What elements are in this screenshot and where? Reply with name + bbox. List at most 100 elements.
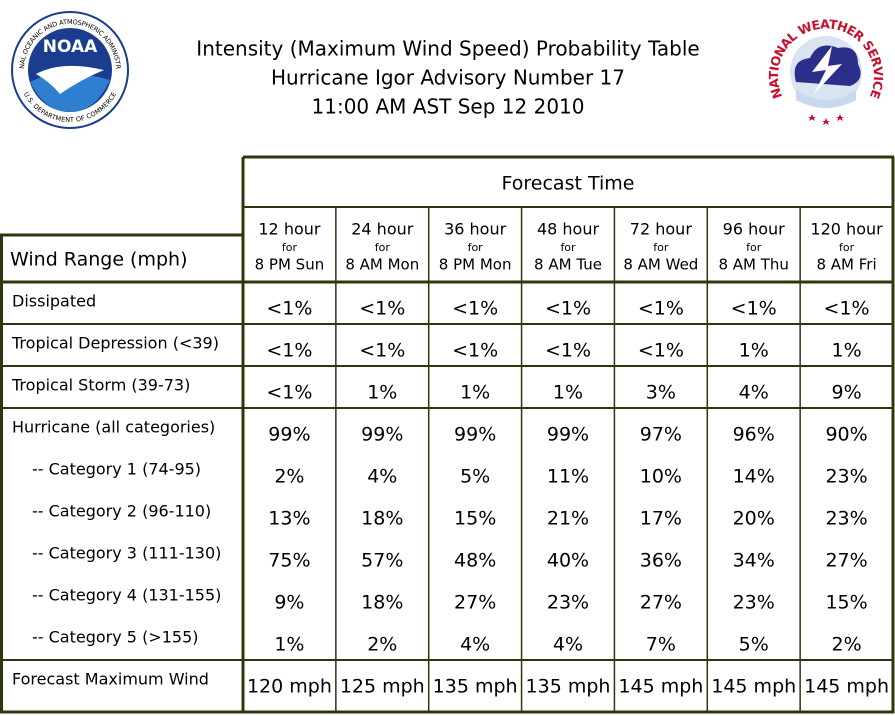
column-hour: 72 hour [630, 220, 693, 239]
cell-value: 145 mph [804, 676, 889, 698]
cell-value: 57% [361, 550, 403, 572]
cell-value: 2% [831, 634, 861, 656]
cell-value: 40% [547, 550, 589, 572]
cell-value: 20% [733, 508, 775, 530]
cell-value: <1% [824, 298, 870, 320]
cell-value: 99% [268, 424, 310, 446]
cell-value: 120 mph [247, 676, 332, 698]
cell-value: <1% [638, 298, 684, 320]
table: Forecast Time Wind Range (mph) 12 hour for 8… [10, 173, 889, 698]
cell-value: 5% [460, 466, 490, 488]
cell-value: 1% [739, 340, 769, 362]
cell-value: 4% [367, 466, 397, 488]
cell-value: <1% [266, 340, 312, 362]
column-for: for [282, 241, 298, 254]
cell-value: 4% [739, 382, 769, 404]
noaa-logo: NOAA NATIONAL OCEANIC AND ATMOSPHERIC AD… [0, 0, 129, 129]
cell-value: 7% [646, 634, 676, 656]
column-time: 8 PM Mon [439, 256, 512, 274]
cell-value: <1% [545, 340, 591, 362]
column-for: for [560, 241, 576, 254]
cell-value: 48% [454, 550, 496, 572]
cell-value: 1% [831, 340, 861, 362]
title-line: Hurricane Igor Advisory Number 17 [271, 66, 625, 90]
cell-value: 1% [553, 382, 583, 404]
cell-value: <1% [452, 298, 498, 320]
column-for: for [746, 241, 762, 254]
cell-value: 18% [361, 592, 403, 614]
cell-value: 3% [646, 382, 676, 404]
cell-value: <1% [638, 340, 684, 362]
row-header: Wind Range (mph) [10, 249, 188, 271]
cell-value: <1% [359, 340, 405, 362]
cell-value: 90% [825, 424, 867, 446]
cell-value: 135 mph [526, 676, 611, 698]
cell-value: <1% [266, 382, 312, 404]
column-for: for [468, 241, 484, 254]
column-time: 8 AM Thu [718, 256, 788, 274]
cell-value: 1% [460, 382, 490, 404]
cell-value: <1% [731, 298, 777, 320]
cell-value: 145 mph [618, 676, 703, 698]
cell-value: 145 mph [711, 676, 796, 698]
cell-value: 36% [640, 550, 682, 572]
column-time: 8 AM Mon [345, 256, 419, 274]
cell-value: 34% [733, 550, 775, 572]
cell-value: <1% [266, 298, 312, 320]
row-label: -- Category 3 (111-130) [32, 544, 221, 563]
cell-value: 99% [454, 424, 496, 446]
cell-value: 9% [274, 592, 304, 614]
column-for: for [375, 241, 391, 254]
cell-value: 23% [825, 466, 867, 488]
nws-logo: NATIONAL WEATHER SERVICE [765, 12, 887, 128]
cell-value: 11% [547, 466, 589, 488]
cell-value: 23% [825, 508, 867, 530]
row-label: Dissipated [12, 292, 96, 311]
column-for: for [653, 241, 669, 254]
column-time: 8 AM Wed [623, 256, 698, 274]
cell-value: <1% [452, 340, 498, 362]
row-label: Forecast Maximum Wind [12, 670, 209, 689]
cell-value: <1% [545, 298, 591, 320]
column-hour: 48 hour [537, 220, 600, 239]
forecast-time-header: Forecast Time [502, 173, 635, 195]
cell-value: 96% [733, 424, 775, 446]
row-label: -- Category 1 (74-95) [32, 460, 201, 479]
cell-value: 23% [547, 592, 589, 614]
title-line: 11:00 AM AST Sep 12 2010 [312, 95, 585, 119]
cell-value: <1% [359, 298, 405, 320]
row-label: Tropical Depression (<39) [11, 334, 219, 353]
row-label: -- Category 4 (131-155) [32, 586, 221, 605]
row-label: Hurricane (all categories) [12, 418, 215, 437]
cell-value: 1% [274, 634, 304, 656]
title: Intensity (Maximum Wind Speed) Probabili… [196, 37, 699, 119]
column-time: 8 AM Tue [534, 256, 602, 274]
title-line: Intensity (Maximum Wind Speed) Probabili… [196, 37, 699, 61]
cell-value: 4% [553, 634, 583, 656]
column-hour: 96 hour [723, 220, 786, 239]
cell-value: 75% [268, 550, 310, 572]
cell-value: 5% [739, 634, 769, 656]
cell-value: 9% [831, 382, 861, 404]
cell-value: 18% [361, 508, 403, 530]
cell-value: 99% [547, 424, 589, 446]
cell-value: 27% [825, 550, 867, 572]
column-for: for [839, 241, 855, 254]
column-time: 8 PM Sun [255, 256, 325, 274]
cell-value: 99% [361, 424, 403, 446]
cell-value: 21% [547, 508, 589, 530]
cell-value: 2% [274, 466, 304, 488]
noaa-acronym: NOAA [43, 37, 98, 57]
cell-value: 2% [367, 634, 397, 656]
row-label: -- Category 2 (96-110) [32, 502, 211, 521]
cell-value: 23% [733, 592, 775, 614]
cell-value: 97% [640, 424, 682, 446]
column-time: 8 AM Fri [816, 256, 876, 274]
cell-value: 13% [268, 508, 310, 530]
row-label: Tropical Storm (39-73) [11, 376, 190, 395]
cell-value: 14% [733, 466, 775, 488]
column-hour: 24 hour [351, 220, 414, 239]
cell-value: 15% [454, 508, 496, 530]
column-hour: 36 hour [444, 220, 507, 239]
